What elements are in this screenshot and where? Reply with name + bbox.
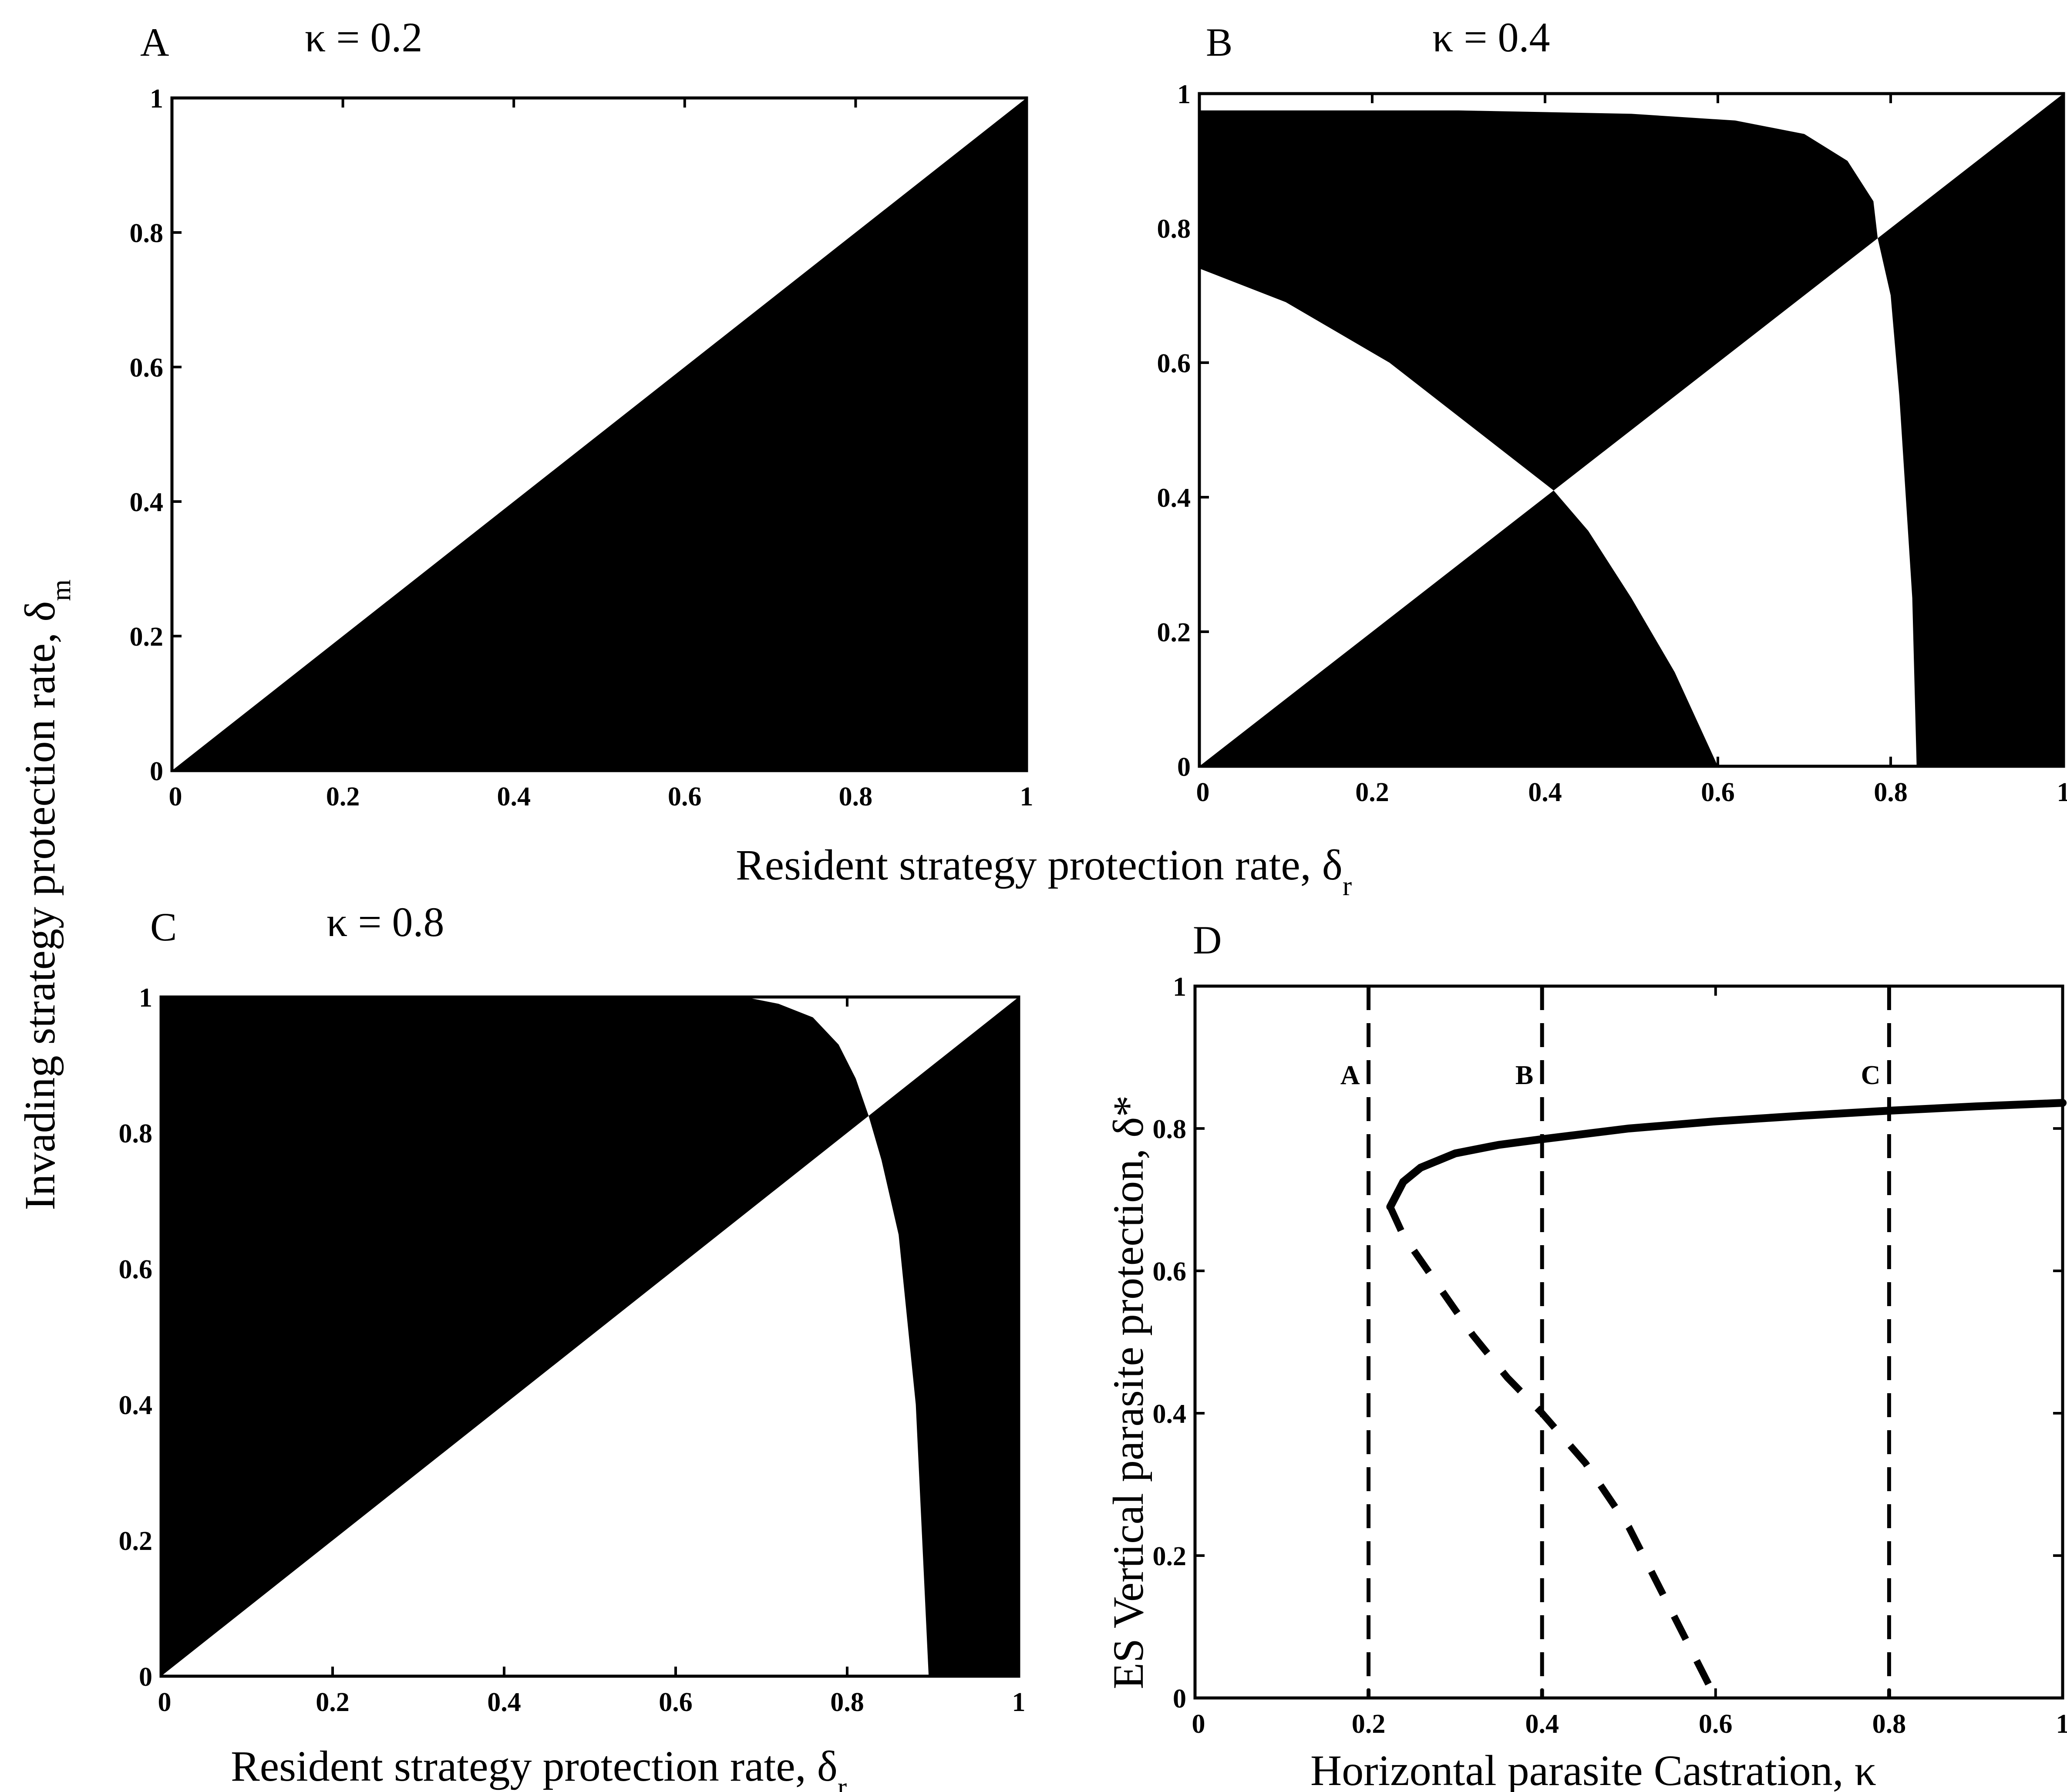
panel-d-y-tick-label: 0.2 xyxy=(1153,1542,1187,1571)
panel-d-y-axis-title: ES Vertical parasite protection, δ* xyxy=(1104,1095,1152,1689)
panel-a-x-tick-label: 0 xyxy=(169,782,182,812)
panel-b-frame xyxy=(1198,92,2065,768)
panel-a-y-tick-label: 1 xyxy=(150,84,163,114)
panel-c-letter: C xyxy=(150,905,177,949)
panel-a-frame xyxy=(170,96,1028,772)
panel-a-y-tick-label: 0.4 xyxy=(130,488,164,517)
panel-c-x-tick-label: 1 xyxy=(1012,1688,1026,1717)
panel-b-y-tick-label: 0.6 xyxy=(1157,349,1191,378)
panel-d-x-tick-label: 0.2 xyxy=(1352,1709,1386,1739)
panel-b-y-tick-label: 0.4 xyxy=(1157,483,1191,513)
panel-a-letter: A xyxy=(140,20,169,64)
panel-b-y-tick-label: 0 xyxy=(1177,752,1191,782)
panel-c-y-tick-label: 0.2 xyxy=(119,1526,153,1556)
panel-b-x-tick-label: 0.6 xyxy=(1701,778,1735,807)
panel-b: B κ = 0.4 0 0.2 0.4 0.6 0.8 1 0 0.2 0.4 0.6 0.8 1 xyxy=(1157,14,2067,807)
panel-a-y-tick-label: 0 xyxy=(150,757,163,786)
panel-a-y-tick-label: 0.8 xyxy=(130,219,164,248)
panel-a-x-tick-label: 0.6 xyxy=(668,782,702,812)
panel-c-x-tick-label: 0.8 xyxy=(830,1688,864,1717)
panel-a-y-tick-label: 0.2 xyxy=(130,622,164,652)
panel-b-plot: 0 0.2 0.4 0.6 0.8 1 0 0.2 0.4 0.6 0.8 1 xyxy=(1157,80,2067,807)
panel-b-black-region xyxy=(1199,490,1718,766)
panel-a-plot: 0 0.2 0.4 0.6 0.8 1 0 0.2 0.4 0.6 0.8 1 xyxy=(130,84,1034,812)
panel-c-y-tick-label: 0.8 xyxy=(119,1119,153,1149)
panel-c-x-tick-label: 0.6 xyxy=(659,1688,693,1717)
panel-d-y-tick-label: 1 xyxy=(1173,972,1186,1002)
panel-b-title: κ = 0.4 xyxy=(1432,14,1550,61)
panel-a: A κ = 0.2 0 0.2 0.4 0.6 0.8 1 0 0.2 0.4 0.6 0.8 1 xyxy=(130,14,1034,812)
panel-d-y-tick-label: 0.6 xyxy=(1153,1257,1187,1287)
panel-d-plot: A B C 0 0.2 0.4 0.6 0.8 1 0 0.2 0.4 0.6 0.8 1 xyxy=(1153,972,2067,1739)
panel-c: C κ = 0.8 0 0.2 0.4 0.6 0.8 1 0 0.2 0.4 0.6 0.8 1 R… xyxy=(119,899,1026,1792)
panel-b-x-tick-label: 1 xyxy=(2057,778,2067,807)
panel-c-x-tick-label: 0.2 xyxy=(316,1688,350,1717)
panel-c-y-tick-label: 1 xyxy=(139,983,152,1013)
panel-d-x-axis-title: Horizontal parasite Castration, κ xyxy=(1310,1746,1876,1792)
panel-c-title: κ = 0.8 xyxy=(327,899,444,945)
panel-a-y-tick-label: 0.6 xyxy=(130,353,164,383)
panel-b-x-tick-label: 0.8 xyxy=(1874,778,1908,807)
reference-vline-label: A xyxy=(1340,1061,1360,1090)
panel-b-x-tick-label: 0.2 xyxy=(1355,778,1389,807)
panel-b-y-tick-label: 0.8 xyxy=(1157,214,1191,244)
panel-c-y-tick-label: 0.4 xyxy=(119,1391,153,1420)
panel-c-x-tick-label: 0 xyxy=(158,1688,172,1717)
panel-d-x-tick-label: 0.6 xyxy=(1699,1709,1733,1739)
panel-c-plot: 0 0.2 0.4 0.6 0.8 1 0 0.2 0.4 0.6 0.8 1 xyxy=(119,983,1026,1717)
panel-b-x-tick-label: 0 xyxy=(1196,778,1210,807)
reference-vline-label: C xyxy=(1861,1061,1881,1090)
panel-d-x-tick-label: 0 xyxy=(1192,1709,1205,1739)
panel-a-black-region xyxy=(172,98,1027,771)
panel-c-black-region xyxy=(161,997,869,1676)
panel-b-y-tick-label: 0.2 xyxy=(1157,618,1191,647)
panel-c-x-tick-label: 0.4 xyxy=(487,1688,521,1717)
panel-a-title: κ = 0.2 xyxy=(305,14,423,61)
shared-x-axis-title: Resident strategy protection rate, δr xyxy=(736,841,1352,901)
panel-d-frame xyxy=(1193,984,2064,1700)
panel-b-y-tick-label: 1 xyxy=(1177,80,1191,109)
panel-c-frame xyxy=(159,995,1020,1678)
panel-b-black-region xyxy=(1878,94,2064,766)
panel-d-letter: D xyxy=(1193,918,1222,962)
panel-b-x-tick-label: 0.4 xyxy=(1528,778,1562,807)
panel-b-letter: B xyxy=(1206,20,1232,64)
panel-d-x-tick-label: 0.4 xyxy=(1525,1709,1559,1739)
panel-b-black-region xyxy=(1199,110,1878,491)
panel-d-x-tick-label: 0.8 xyxy=(1872,1709,1906,1739)
shared-y-axis-title: Invading strategy protection rate, δm xyxy=(16,579,76,1210)
panel-a-x-tick-label: 0.4 xyxy=(497,782,531,812)
panel-d-y-tick-label: 0.8 xyxy=(1153,1115,1187,1144)
panel-c-y-tick-label: 0 xyxy=(139,1662,152,1692)
panel-d-y-tick-label: 0 xyxy=(1173,1684,1186,1714)
panel-a-x-tick-label: 0.2 xyxy=(326,782,360,812)
panel-d-x-tick-label: 1 xyxy=(2056,1709,2067,1739)
panel-a-x-tick-label: 0.8 xyxy=(839,782,873,812)
stable-branch-line xyxy=(1386,1099,2067,1211)
panel-d-y-tick-label: 0.4 xyxy=(1153,1399,1187,1429)
panel-c-black-region xyxy=(869,997,1019,1676)
panel-d: D A B C 0 0.2 0.4 0.6 0.8 1 0 0.2 0.4 0.6 0.8 1 Horizo… xyxy=(1104,918,2067,1792)
reference-vline-label: B xyxy=(1515,1061,1533,1090)
panel-c-y-tick-label: 0.6 xyxy=(119,1255,153,1284)
unstable-branch-line xyxy=(1387,1205,1719,1700)
panel-a-x-tick-label: 1 xyxy=(1020,782,1034,812)
panel-c-x-axis-title: Resident strategy protection rate, δr xyxy=(231,1742,847,1792)
